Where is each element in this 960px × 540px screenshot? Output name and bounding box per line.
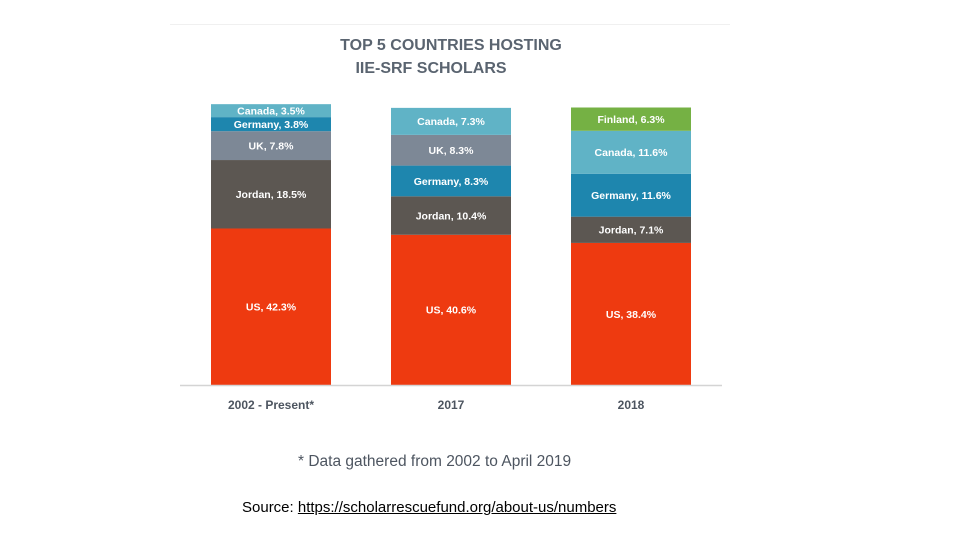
bar-segment-uk (391, 134, 511, 166)
segment-label: Jordan, 7.1% (599, 225, 664, 237)
bar-segment-germany (571, 173, 691, 217)
segment-label: Finland, 6.3% (597, 114, 665, 126)
segment-label: US, 38.4% (606, 309, 657, 321)
segment-label: UK, 7.8% (249, 140, 295, 152)
chart-title-line-1: TOP 5 COUNTRIES HOSTING (340, 37, 562, 54)
chart-title-line-2: IIE-SRF SCHOLARS (355, 60, 506, 77)
category-label: 2018 (618, 398, 645, 412)
bar-segment-canada (571, 130, 691, 174)
footnote: * Data gathered from 2002 to April 2019 (298, 453, 572, 470)
segment-label: Canada, 11.6% (595, 147, 669, 159)
bar-segment-us (571, 242, 691, 385)
segment-label: UK, 8.3% (429, 145, 475, 157)
bar-segment-germany (211, 117, 331, 132)
segment-label: Canada, 3.5% (237, 105, 305, 117)
chart-panel: TOP 5 COUNTRIES HOSTING IIE-SRF SCHOLARS… (170, 24, 730, 429)
source-link[interactable]: https://scholarrescuefund.org/about-us/n… (297, 499, 617, 516)
category-label: 2002 - Present* (228, 398, 314, 412)
source-citation: Source: https://scholarrescuefund.org/ab… (242, 499, 616, 516)
stacked-bar-chart: TOP 5 COUNTRIES HOSTING IIE-SRF SCHOLARS… (180, 37, 722, 412)
segment-label: Germany, 8.3% (414, 176, 489, 188)
segment-label: Jordan, 18.5% (236, 189, 307, 201)
segment-label: Germany, 11.6% (591, 190, 671, 202)
bar-segment-canada (391, 107, 511, 135)
bar-segment-germany (391, 165, 511, 197)
source-prefix: Source: (242, 499, 298, 516)
bar-segment-us (211, 228, 331, 385)
bar-segment-jordan (571, 216, 691, 243)
bar-segment-jordan (391, 196, 511, 235)
category-labels: 2002 - Present* 2017 2018 (228, 398, 645, 412)
bar-segment-canada (211, 104, 331, 118)
segment-label: US, 40.6% (426, 305, 477, 317)
bar-segment-uk (211, 131, 331, 161)
bar-segment-finland (571, 107, 691, 131)
bar-segment-jordan (211, 160, 331, 229)
bars-layer: US, 42.3% Jordan, 18.5% UK, 7.8% Germany, 3… (211, 104, 691, 385)
bar-segment-us (391, 234, 511, 385)
category-label: 2017 (438, 398, 465, 412)
segment-label: Germany, 3.8% (234, 119, 309, 131)
segment-label: US, 42.3% (246, 302, 297, 314)
segment-label: Canada, 7.3% (417, 116, 485, 128)
segment-label: Jordan, 10.4% (416, 210, 487, 222)
